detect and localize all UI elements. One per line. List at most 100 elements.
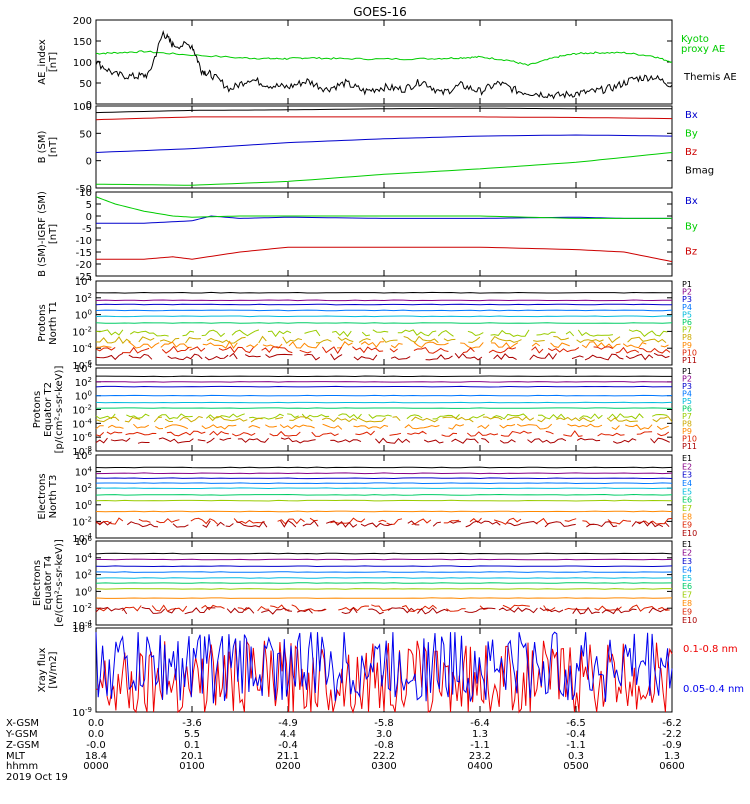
series-line xyxy=(289,416,313,422)
legend-label: Bmag xyxy=(685,166,714,177)
series-line xyxy=(407,520,420,526)
series-line xyxy=(197,439,206,442)
axis-row-label: Z-GSM xyxy=(6,740,39,751)
series-line xyxy=(315,339,332,344)
series-line xyxy=(138,518,151,523)
series-line xyxy=(330,353,343,361)
series-line xyxy=(625,353,654,361)
y-tick-label: 10-2 xyxy=(72,404,92,417)
series-line xyxy=(441,432,458,437)
panel-frame xyxy=(95,191,673,277)
series-line xyxy=(95,407,673,409)
legend-label: E6 xyxy=(682,582,692,591)
series-line xyxy=(158,437,194,444)
y-axis-label: Protons xyxy=(37,304,48,341)
y-tick-label: 10-6 xyxy=(72,359,92,372)
series-line xyxy=(321,346,343,355)
series-line xyxy=(553,336,569,341)
series-line xyxy=(95,291,673,294)
series-line xyxy=(322,417,358,423)
series-line xyxy=(529,352,558,361)
axis-value: 0400 xyxy=(467,761,492,772)
series-line xyxy=(95,607,108,612)
series-line xyxy=(498,606,538,614)
series-line xyxy=(482,416,503,421)
axis-value: -0.9 xyxy=(662,740,682,751)
series-line xyxy=(250,417,263,423)
series-line xyxy=(282,336,303,344)
series-line xyxy=(280,519,297,528)
series-line xyxy=(479,605,488,610)
series-line xyxy=(226,607,255,614)
series-line xyxy=(128,341,160,349)
figure-title: GOES-16 xyxy=(353,5,407,19)
series-line xyxy=(454,352,483,361)
series-line xyxy=(537,417,546,423)
legend-label: P4 xyxy=(682,303,692,312)
axis-value: 20.1 xyxy=(181,751,203,762)
axis-value: 1.3 xyxy=(664,751,680,762)
legend-label: 0.1-0.8 nm xyxy=(683,644,738,655)
series-line xyxy=(358,338,371,343)
series-line xyxy=(593,346,614,350)
series-line xyxy=(464,607,496,613)
y-axis-label: Protons xyxy=(32,391,43,428)
series-line xyxy=(389,432,402,436)
series-line xyxy=(397,329,437,337)
legend-label: E5 xyxy=(682,574,692,583)
series-line xyxy=(189,346,206,352)
series-line xyxy=(493,517,522,525)
series-line xyxy=(451,438,479,444)
series-line xyxy=(95,196,672,219)
y-axis-label: [e/(cm²-s-sr-keV)] xyxy=(54,539,65,627)
legend-label: P1 xyxy=(682,280,692,289)
series-line xyxy=(206,437,215,444)
series-line xyxy=(611,425,620,431)
axis-value: -6.4 xyxy=(470,718,490,729)
y-tick-label: 100 xyxy=(75,499,92,512)
series-line xyxy=(231,432,256,437)
y-tick-label: -25 xyxy=(76,272,92,283)
series-line xyxy=(322,423,343,430)
legend-label: Bx xyxy=(685,196,698,207)
y-tick-label: 50 xyxy=(79,79,92,90)
y-axis-label: North T3 xyxy=(48,475,59,519)
series-line xyxy=(219,437,232,441)
series-line xyxy=(371,604,391,612)
series-line xyxy=(628,329,668,337)
series-line xyxy=(95,493,673,496)
series-line xyxy=(161,345,190,354)
series-line xyxy=(499,424,516,429)
series-line xyxy=(331,330,352,338)
y-axis-label: B (SM) xyxy=(37,130,48,163)
series-line xyxy=(449,520,461,524)
series-line xyxy=(106,431,123,435)
y-tick-label: 10-8 xyxy=(72,622,92,635)
series-line xyxy=(237,606,250,611)
series-line xyxy=(122,346,150,354)
series-line xyxy=(565,330,575,337)
series-line xyxy=(182,330,195,337)
axis-value: -2.2 xyxy=(662,729,682,740)
y-tick-label: 10-2 xyxy=(72,602,92,615)
series-line xyxy=(95,385,673,388)
y-tick-label: 0 xyxy=(86,100,92,111)
series-line xyxy=(95,466,673,469)
legend-label: Kyoto xyxy=(681,34,709,45)
series-line xyxy=(337,336,354,343)
legend-label: E2 xyxy=(682,462,692,471)
y-tick-label: 0 xyxy=(86,212,92,223)
series-line xyxy=(608,336,621,344)
y-tick-label: -5 xyxy=(82,224,92,235)
series-line xyxy=(267,330,292,338)
series-line xyxy=(302,520,319,527)
series-line xyxy=(326,520,358,528)
series-line xyxy=(202,340,238,349)
y-tick-label: 10 xyxy=(79,188,92,199)
series-line xyxy=(95,107,672,114)
series-line xyxy=(657,606,670,611)
series-line xyxy=(389,348,398,353)
series-line xyxy=(129,330,169,337)
series-line xyxy=(539,607,564,613)
series-line xyxy=(269,430,301,437)
